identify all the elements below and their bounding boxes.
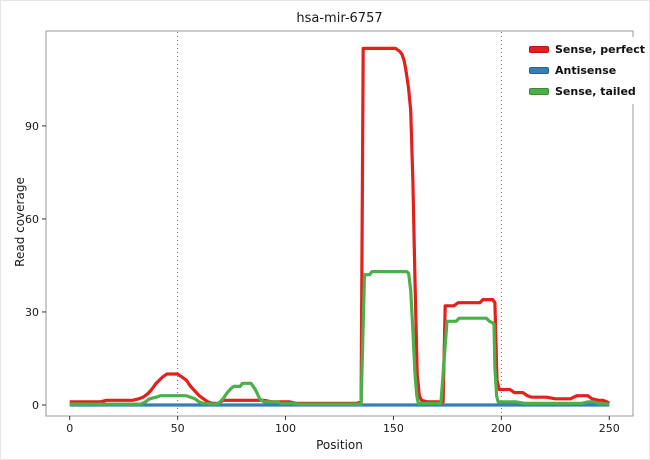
x-tick-label: 100	[275, 422, 296, 435]
legend-label: Sense, perfect	[555, 43, 646, 56]
legend-label: Antisense	[555, 64, 617, 77]
y-tick-label: 30	[25, 306, 39, 319]
legend-label: Sense, tailed	[555, 85, 636, 98]
y-tick-label: 90	[25, 120, 39, 133]
x-tick-label: 50	[171, 422, 185, 435]
x-tick-label: 250	[599, 422, 620, 435]
x-tick-label: 200	[491, 422, 512, 435]
series-line-sense-perfect	[69, 46, 611, 405]
chart-title: hsa-mir-6757	[296, 11, 383, 26]
legend-key-swatch	[529, 88, 549, 95]
x-axis-label: Position	[316, 438, 363, 452]
x-tick-label: 0	[66, 422, 73, 435]
legend-item: Antisense	[529, 64, 645, 77]
legend-key-swatch	[529, 46, 549, 53]
y-tick-label: 60	[25, 213, 39, 226]
legend-item: Sense, tailed	[529, 85, 645, 98]
legend-key-swatch	[529, 67, 549, 74]
y-axis-label: Read coverage	[13, 177, 27, 267]
series-line-sense-tailed	[69, 270, 610, 406]
legend: Sense, perfect Antisense Sense, tailed	[521, 37, 649, 104]
y-tick-label: 0	[32, 399, 39, 412]
legend-item: Sense, perfect	[529, 43, 645, 56]
x-tick-label: 150	[383, 422, 404, 435]
